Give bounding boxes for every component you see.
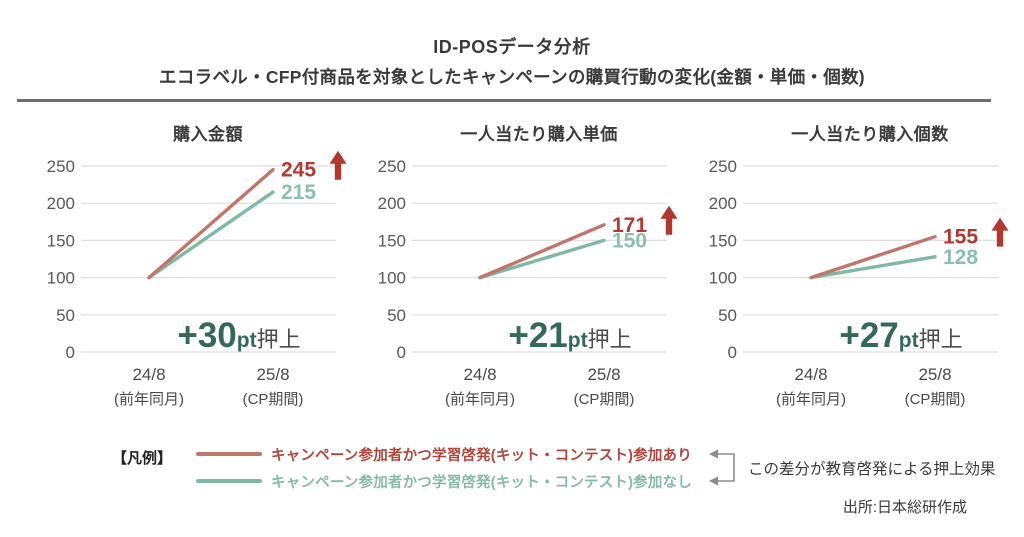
series-line (147, 190, 275, 280)
chart-title: 購入金額 (173, 125, 243, 144)
series-line (809, 255, 937, 280)
up-arrow-icon (329, 150, 347, 180)
y-tick-label: 150 (378, 231, 406, 250)
series-line (478, 238, 606, 280)
chart-panel-item-count: 一人当たり購入個数 0 50 100 150 200 250 +27pt押上 155 128 24… (695, 120, 1015, 410)
x-tick-label: 25/8 (587, 365, 620, 384)
page-subtitle: エコラベル・CFP付商品を対象としたキャンペーンの購買行動の変化(金額・単価・個… (159, 67, 865, 87)
up-arrow-icon (991, 217, 1009, 247)
boost-annotation: +27pt押上 (839, 316, 962, 355)
y-tick-label: 50 (718, 306, 737, 325)
chart-title: 一人当たり購入個数 (791, 125, 949, 144)
line-chart-unit-price: 0 50 100 150 200 250 +21pt押上 171 150 24/8 (前年同月) 25… (364, 152, 684, 410)
legend-item-label: キャンペーン参加者かつ学習啓発(キット・コンテスト)参加あり (271, 447, 692, 464)
charts-row: 購入金額 0 50 100 150 200 250 +30pt押上 245 215 24/8 (前年… (0, 120, 1024, 410)
line-chart-item-count: 0 50 100 150 200 250 +27pt押上 155 128 24/8 (前年同月) 25… (695, 152, 1015, 410)
value-label-with: 171 (612, 214, 647, 237)
value-label-with: 245 (281, 159, 316, 182)
value-label-with: 155 (943, 226, 978, 249)
y-tick-label: 200 (47, 194, 75, 213)
series-line (147, 168, 275, 280)
up-arrow-icon (660, 205, 678, 235)
value-label-without: 150 (612, 229, 647, 252)
boost-annotation: +30pt押上 (177, 316, 300, 355)
x-tick-sublabel: (CP期間) (905, 391, 966, 408)
chart-title: 一人当たり購入単価 (460, 125, 618, 144)
page-title: ID-POSデータ分析 (433, 37, 591, 57)
difference-note: この差分が教育啓発による押上効果 (747, 461, 996, 478)
x-tick-label: 24/8 (132, 365, 165, 384)
y-tick-label: 250 (378, 157, 406, 176)
series-line (478, 223, 606, 280)
value-label-without: 128 (943, 246, 978, 269)
y-tick-label: 100 (378, 269, 406, 288)
line-chart-purchase-amount: 0 50 100 150 200 250 +30pt押上 245 215 24/8 (前年同月) 25… (33, 150, 353, 410)
x-tick-sublabel: (前年同月) (114, 391, 184, 408)
header: ID-POSデータ分析 エコラベル・CFP付商品を対象としたキャンペーンの購買行… (0, 0, 1024, 89)
y-tick-label: 100 (709, 269, 737, 288)
x-tick-sublabel: (前年同月) (776, 391, 846, 408)
y-tick-label: 150 (47, 231, 75, 250)
legend-item-label: キャンペーン参加者かつ学習啓発(キット・コンテスト)参加なし (271, 474, 692, 491)
y-tick-label: 100 (47, 269, 75, 288)
y-tick-label: 50 (387, 306, 406, 325)
legend-item-without: キャンペーン参加者かつ学習啓発(キット・コンテスト)参加なし (196, 471, 692, 491)
chart-panel-purchase-amount: 購入金額 0 50 100 150 200 250 +30pt押上 245 215 24/8 (前年… (33, 120, 353, 410)
y-tick-label: 50 (56, 306, 75, 325)
value-label-without: 215 (281, 181, 316, 204)
y-tick-label: 150 (709, 231, 737, 250)
x-tick-label: 24/8 (463, 365, 496, 384)
difference-bracket-icon (708, 449, 735, 486)
legend-line-without-icon (196, 479, 263, 483)
x-tick-label: 25/8 (918, 365, 951, 384)
x-tick-sublabel: (前年同月) (445, 391, 515, 408)
legend-items: キャンペーン参加者かつ学習啓発(キット・コンテスト)参加あり キャンペーン参加者… (196, 444, 692, 491)
legend-line-with-icon (196, 452, 263, 456)
boost-annotation: +21pt押上 (508, 316, 631, 355)
y-tick-label: 0 (728, 343, 737, 362)
chart-panel-unit-price: 一人当たり購入単価 0 50 100 150 200 250 +21pt押上 171 150 24… (364, 120, 684, 410)
y-tick-label: 0 (66, 343, 75, 362)
legend: 【凡例】 キャンペーン参加者かつ学習啓発(キット・コンテスト)参加あり キャンペ… (112, 444, 1024, 492)
y-tick-label: 250 (47, 157, 75, 176)
legend-label: 【凡例】 (112, 450, 173, 467)
y-tick-label: 0 (397, 343, 406, 362)
x-tick-sublabel: (CP期間) (243, 391, 304, 408)
y-tick-label: 250 (709, 157, 737, 176)
x-tick-sublabel: (CP期間) (574, 391, 635, 408)
series-line (809, 234, 937, 280)
chart-canvas: 050100150200250+21pt押上17115024/8(前年同月)25… (378, 157, 678, 408)
x-tick-label: 25/8 (256, 365, 289, 384)
source-credit: 出所:日本総研作成 (842, 499, 967, 516)
y-tick-label: 200 (709, 194, 737, 213)
header-divider (17, 99, 991, 102)
legend-item-with: キャンペーン参加者かつ学習啓発(キット・コンテスト)参加あり (196, 444, 692, 464)
x-tick-label: 24/8 (794, 365, 827, 384)
y-tick-label: 200 (378, 194, 406, 213)
